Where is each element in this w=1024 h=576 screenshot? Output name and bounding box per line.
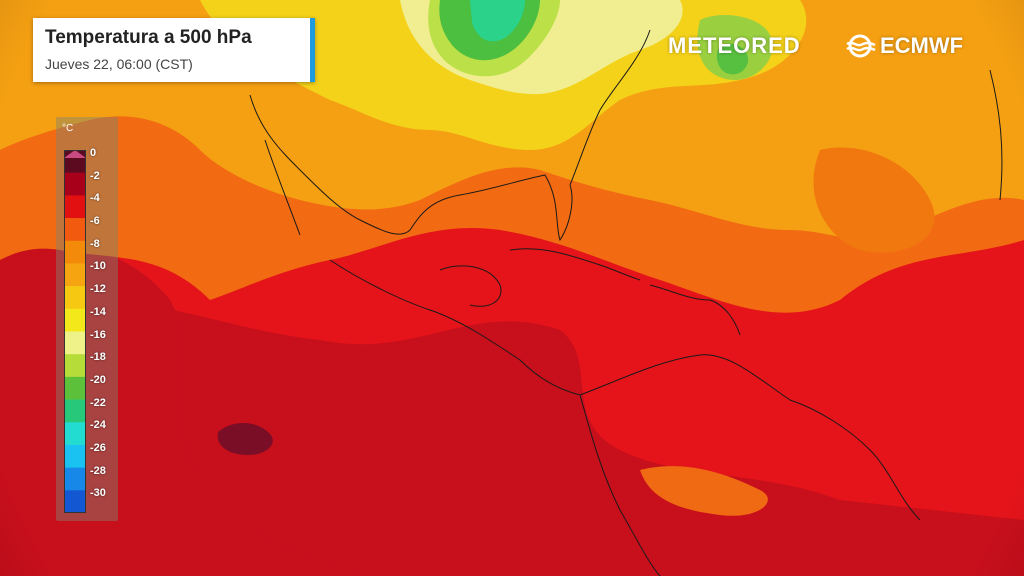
color-legend: °C 0 -2 -4 -6 -8 -10 -12 -14 -16 -18 -20 -22 -24 -26 -… <box>56 117 118 521</box>
legend-tick-label: -12 <box>90 283 106 296</box>
ecmwf-logo: ECMWF <box>880 33 964 58</box>
legend-color-bar <box>64 150 86 513</box>
ecmwf-logo-icon <box>846 34 876 58</box>
map-title: Temperatura a 500 hPa <box>45 27 252 48</box>
legend-swatch <box>64 444 86 469</box>
legend-tick-label: -14 <box>90 305 106 318</box>
legend-swatch <box>64 331 86 355</box>
legend-swatch <box>64 218 86 242</box>
legend-tick-label: -26 <box>90 441 106 454</box>
legend-tick-label: -18 <box>90 351 106 364</box>
legend-tick-label: -28 <box>90 464 106 477</box>
legend-swatch <box>64 172 86 196</box>
legend-tick-label: -20 <box>90 373 106 386</box>
map-subtitle: Jueves 22, 06:00 (CST) <box>45 56 193 72</box>
legend-swatch <box>64 354 86 378</box>
legend-unit: °C <box>62 123 74 134</box>
legend-swatch <box>64 399 86 423</box>
legend-tick-label: -6 <box>90 215 100 228</box>
legend-swatch <box>64 308 86 332</box>
legend-tick-label: -10 <box>90 260 106 273</box>
legend-tick-label: -8 <box>90 237 100 250</box>
meteored-logo: METEORED <box>668 33 801 58</box>
legend-swatch <box>64 286 86 310</box>
legend-swatch <box>64 422 86 446</box>
legend-swatch <box>64 490 86 513</box>
legend-tick-label: -16 <box>90 328 106 341</box>
legend-swatch <box>64 195 86 219</box>
legend-tick-label: -30 <box>90 487 106 500</box>
legend-swatch <box>64 376 86 401</box>
legend-tick-label: -24 <box>90 419 106 432</box>
legend-bar-border <box>64 150 86 513</box>
title-card: Temperatura a 500 hPa Jueves 22, 06:00 (… <box>33 18 315 82</box>
legend-overflow-arrow-icon <box>64 150 86 158</box>
legend-tick-label: -22 <box>90 396 106 409</box>
legend-swatch <box>64 467 86 491</box>
legend-swatch <box>64 263 86 287</box>
legend-tick-label: -4 <box>90 192 100 205</box>
legend-tick-label: 0 <box>90 147 97 159</box>
legend-swatch <box>64 240 86 264</box>
legend-tick-label: -2 <box>90 169 100 182</box>
